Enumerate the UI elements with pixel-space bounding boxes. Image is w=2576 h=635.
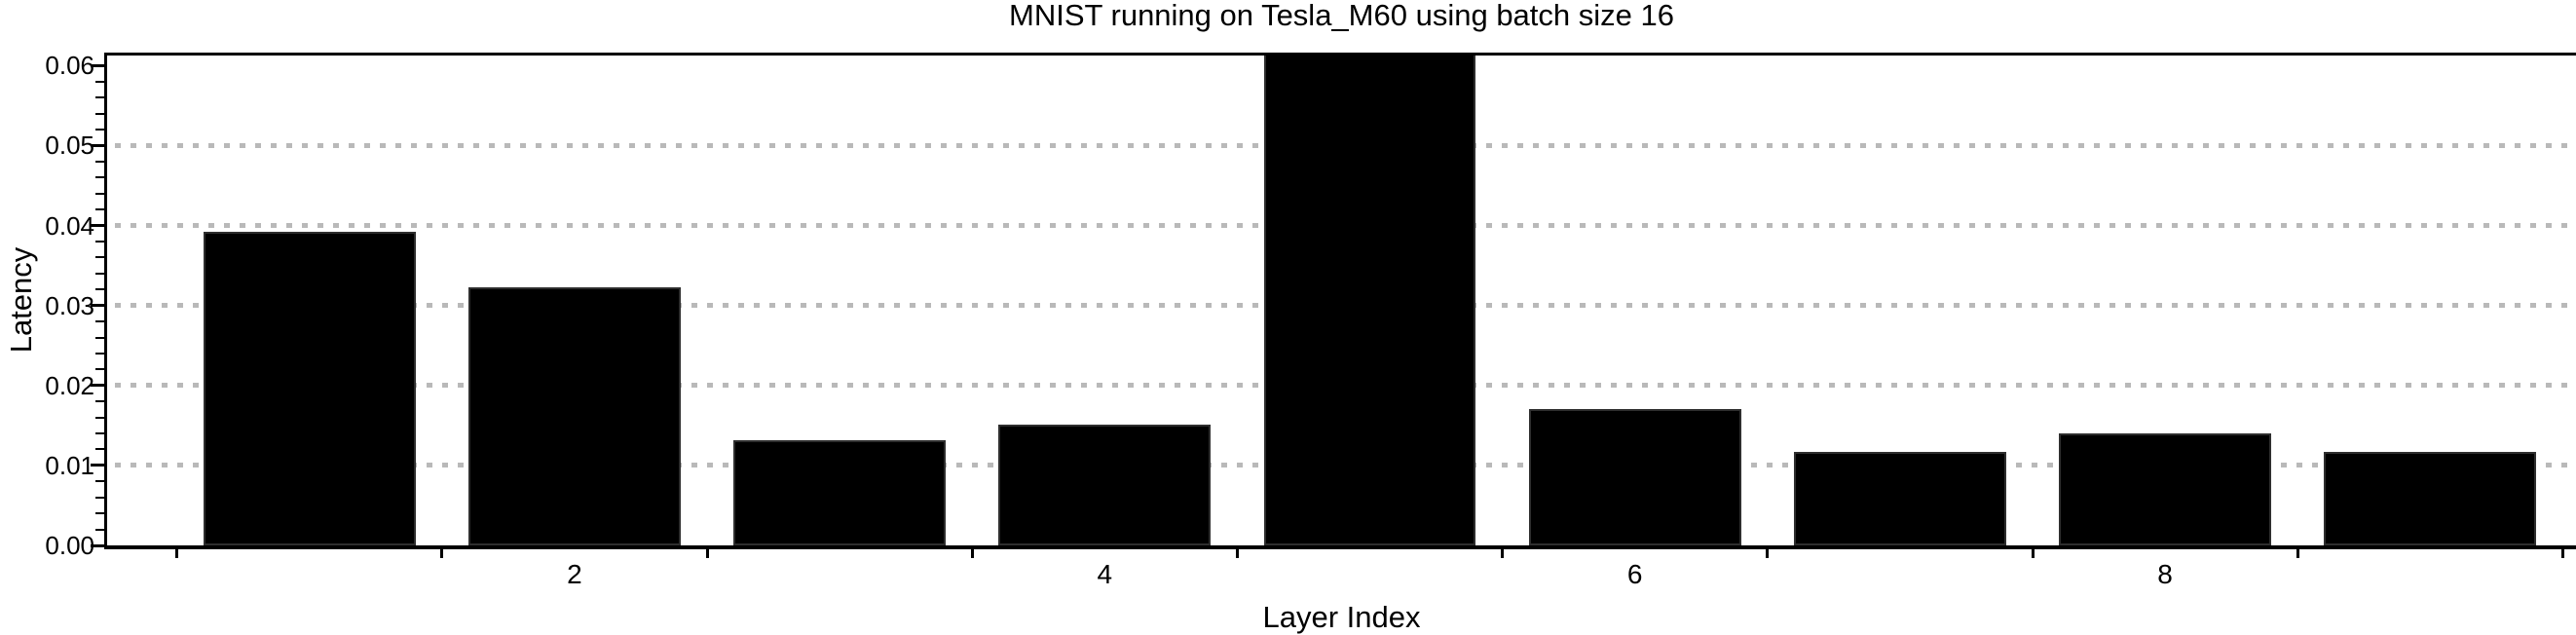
y-axis-spine [104, 53, 107, 549]
x-tick-label: 4 [1097, 559, 1113, 589]
bar [1794, 451, 2006, 545]
x-tick [705, 549, 709, 558]
y-minor-tick [95, 112, 104, 115]
y-minor-tick [95, 176, 104, 179]
y-tick [91, 464, 104, 467]
x-tick [2031, 549, 2035, 558]
y-minor-tick [95, 80, 104, 83]
x-tick [1766, 549, 1770, 558]
y-minor-tick [95, 256, 104, 259]
y-minor-tick [95, 400, 104, 403]
x-tick-label: 8 [2157, 559, 2173, 589]
y-tick-label: 0.00 [45, 531, 94, 560]
x-tick-label: 6 [1626, 559, 1643, 589]
chart-title: MNIST running on Tesla_M60 using batch s… [1009, 0, 1674, 32]
y-tick-label: 0.03 [45, 290, 94, 320]
y-minor-tick [95, 448, 104, 451]
y-tick [91, 304, 104, 308]
bar [468, 286, 681, 545]
y-minor-tick [95, 336, 104, 339]
y-minor-tick [95, 240, 104, 243]
y-minor-tick [95, 528, 104, 531]
y-minor-tick [95, 416, 104, 419]
y-minor-tick [95, 496, 104, 499]
x-axis-spine [104, 545, 2576, 549]
y-tick-label: 0.06 [45, 51, 94, 81]
y-minor-tick [95, 320, 104, 323]
y-minor-tick [95, 512, 104, 515]
y-minor-tick [95, 129, 104, 131]
y-minor-tick [95, 192, 104, 195]
x-tick [2560, 549, 2564, 558]
y-tick [91, 143, 104, 147]
y-minor-tick [95, 272, 104, 275]
y-minor-tick [95, 480, 104, 483]
top-spine [104, 53, 2576, 56]
bar [733, 440, 946, 545]
y-tick-label: 0.02 [45, 370, 94, 400]
bar [2324, 451, 2537, 545]
x-tick-label: 2 [567, 559, 582, 589]
y-minor-tick [95, 208, 104, 211]
y-tick-label: 0.04 [45, 210, 94, 241]
y-tick [91, 63, 104, 67]
bar [1528, 408, 1741, 545]
y-tick-label: 0.01 [45, 450, 94, 480]
y-minor-tick [95, 432, 104, 435]
x-tick [2296, 549, 2299, 558]
y-tick [91, 224, 104, 228]
y-tick [91, 384, 104, 388]
x-tick [1501, 549, 1505, 558]
x-tick [440, 549, 444, 558]
y-minor-tick [95, 288, 104, 291]
x-tick [175, 549, 179, 558]
bar [1263, 54, 1476, 545]
y-tick-label: 0.05 [45, 131, 94, 161]
x-axis-label: Layer Index [1262, 600, 1421, 634]
y-minor-tick [95, 160, 104, 163]
bar [998, 425, 1212, 545]
x-tick [970, 549, 974, 558]
bar [2059, 433, 2271, 545]
y-minor-tick [95, 352, 104, 355]
y-minor-tick [95, 96, 104, 99]
x-tick [1235, 549, 1239, 558]
y-minor-tick [95, 368, 104, 371]
bar [203, 232, 416, 545]
y-tick [91, 543, 104, 547]
